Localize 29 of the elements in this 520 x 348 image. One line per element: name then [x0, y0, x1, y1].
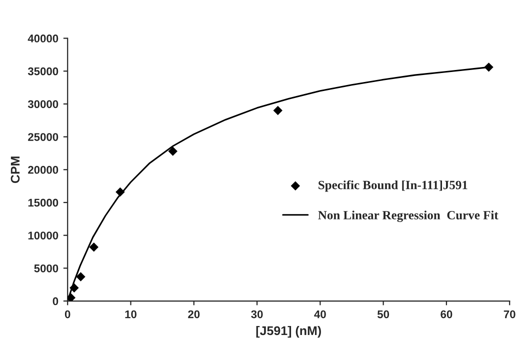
x-tick-label: 70 — [504, 310, 516, 318]
x-tick-label: 60 — [440, 310, 452, 318]
point — [168, 146, 178, 156]
point — [484, 62, 494, 72]
x-axis-title: [J591] (nM) — [256, 326, 321, 338]
point — [76, 272, 86, 282]
x-tick-label: 10 — [125, 310, 136, 318]
x-tick-label: 30 — [251, 310, 263, 318]
point — [116, 187, 125, 197]
point — [273, 106, 282, 116]
point — [89, 242, 98, 252]
x-tick-label: 50 — [377, 310, 390, 318]
y-tick-label: 30000 — [28, 100, 58, 108]
y-tick-label: 15000 — [28, 198, 58, 207]
y-tick-label: 0 — [52, 297, 58, 306]
legend-label: Non Linear Regression Curve Fit — [318, 210, 498, 222]
x-tick-label: 0 — [64, 310, 70, 318]
point — [68, 293, 76, 302]
y-tick-label: 5000 — [34, 264, 58, 272]
x-tick-label: 20 — [188, 310, 200, 318]
legend-label: Specific Bound [In-111]J591 — [318, 180, 468, 192]
y-tick-label: 25000 — [28, 133, 58, 141]
y-tick-label: 10000 — [28, 232, 58, 240]
y-axis-title: CPM — [10, 156, 20, 184]
y-tick-label: 40000 — [28, 34, 58, 42]
y-tick-label: 35000 — [28, 67, 58, 76]
y-tick-label: 20000 — [28, 166, 58, 174]
point — [70, 283, 79, 292]
x-tick-label: 40 — [314, 310, 326, 318]
